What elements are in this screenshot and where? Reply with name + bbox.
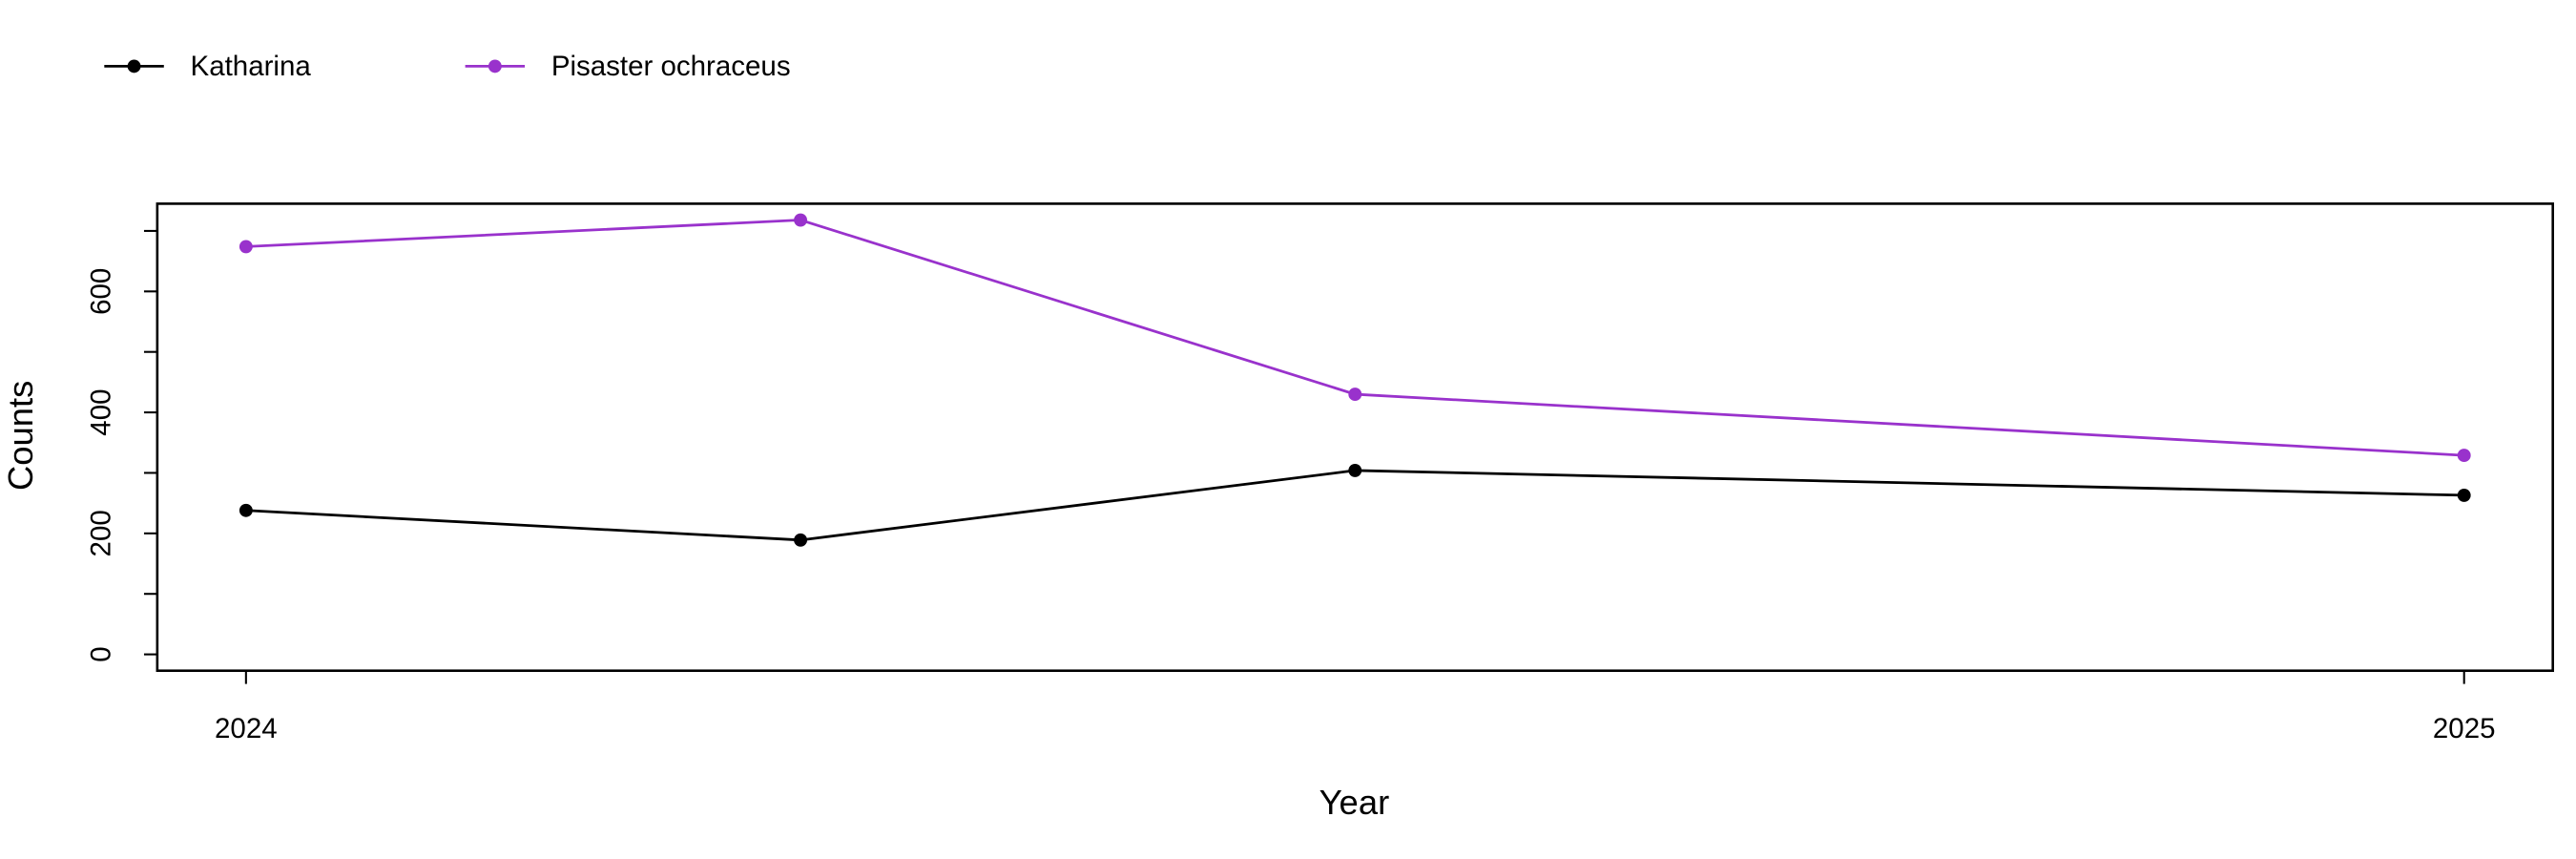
- x-tick-label: 2024: [215, 713, 278, 744]
- y-tick-label: 600: [85, 268, 116, 315]
- data-point: [794, 213, 807, 227]
- data-point: [1348, 463, 1362, 477]
- y-tick-label: 400: [85, 388, 116, 435]
- data-point: [2457, 449, 2471, 463]
- series-line: [245, 219, 2464, 457]
- legend-marker: [488, 59, 502, 73]
- data-point: [794, 533, 807, 547]
- data-point: [2457, 488, 2471, 502]
- y-tick-label: 200: [85, 510, 116, 556]
- y-tick-label: 0: [85, 646, 116, 661]
- legend-marker: [127, 59, 141, 73]
- data-point: [1348, 388, 1362, 402]
- data-point: [239, 240, 253, 254]
- legend-label: Katharina: [191, 51, 312, 82]
- series-line: [245, 469, 2464, 542]
- plot-frame: [156, 202, 2555, 673]
- y-axis-label: Counts: [1, 381, 40, 491]
- legend-label: Pisaster ochraceus: [551, 51, 791, 82]
- x-axis-label: Year: [1319, 783, 1390, 822]
- x-tick-label: 2025: [2433, 713, 2496, 744]
- data-point: [239, 503, 253, 517]
